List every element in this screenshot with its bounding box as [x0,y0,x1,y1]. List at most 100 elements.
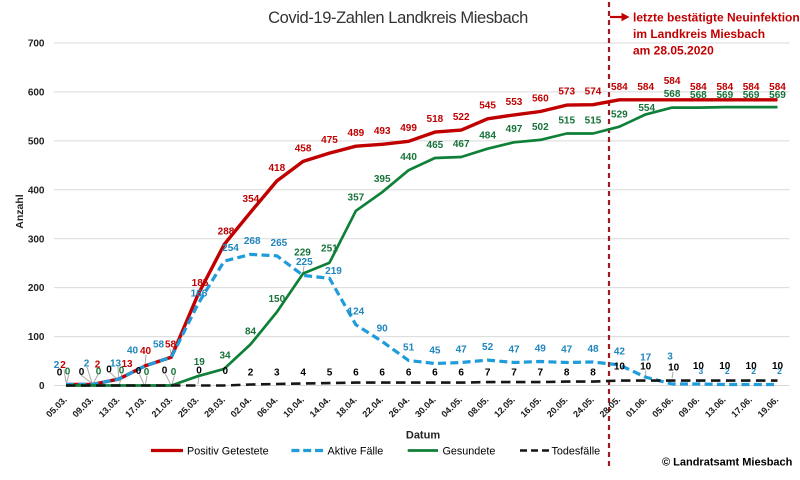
svg-text:545: 545 [479,101,496,112]
svg-text:569: 569 [743,90,760,101]
svg-text:34: 34 [219,351,231,362]
svg-text:499: 499 [400,123,417,134]
svg-text:574: 574 [585,86,602,97]
svg-text:49: 49 [535,343,547,354]
svg-text:2: 2 [84,358,90,369]
svg-text:395: 395 [374,174,391,185]
svg-text:19: 19 [194,357,206,368]
svg-text:10: 10 [772,361,784,372]
svg-text:2: 2 [95,359,101,370]
svg-text:600: 600 [28,88,45,99]
svg-text:58: 58 [153,339,165,350]
svg-text:6: 6 [432,367,438,378]
svg-text:47: 47 [561,344,573,355]
svg-text:0: 0 [96,366,102,377]
svg-text:584: 584 [716,82,733,93]
svg-text:529: 529 [611,109,628,120]
svg-text:568: 568 [690,90,707,101]
svg-text:8: 8 [590,367,596,378]
svg-text:300: 300 [28,234,45,245]
svg-text:700: 700 [28,39,45,50]
svg-text:100: 100 [28,332,45,343]
svg-text:7: 7 [538,367,544,378]
svg-text:484: 484 [479,131,496,142]
svg-text:440: 440 [400,152,417,163]
svg-text:2: 2 [751,366,756,376]
svg-text:Datum: Datum [406,430,440,442]
svg-text:467: 467 [453,139,470,150]
svg-text:6: 6 [379,367,385,378]
svg-text:0: 0 [106,364,112,375]
svg-text:0: 0 [79,367,85,378]
svg-text:10: 10 [614,361,626,372]
svg-text:2: 2 [248,367,254,378]
svg-text:489: 489 [348,128,365,139]
svg-text:584: 584 [611,82,628,93]
svg-text:47: 47 [456,344,468,355]
svg-text:13: 13 [121,359,133,370]
svg-text:84: 84 [245,326,257,337]
svg-text:584: 584 [664,76,681,87]
svg-text:0: 0 [162,365,168,376]
svg-text:554: 554 [638,103,655,114]
svg-text:500: 500 [28,137,45,148]
svg-text:0: 0 [136,366,142,377]
svg-text:229: 229 [294,248,311,259]
svg-text:3: 3 [667,351,673,362]
svg-text:584: 584 [690,82,707,93]
svg-text:40: 40 [140,346,152,357]
svg-text:7: 7 [485,367,491,378]
svg-text:584: 584 [637,82,654,93]
svg-text:225: 225 [296,257,313,268]
svg-text:0: 0 [65,366,71,377]
svg-text:5: 5 [327,367,333,378]
svg-text:40: 40 [127,345,139,356]
svg-text:251: 251 [321,244,338,255]
svg-text:10: 10 [746,361,758,372]
svg-text:569: 569 [769,90,786,101]
svg-text:4: 4 [300,367,306,378]
svg-text:185: 185 [192,278,209,289]
svg-text:150: 150 [268,294,285,305]
svg-text:0: 0 [223,366,229,377]
svg-text:0: 0 [119,365,125,376]
svg-text:568: 568 [664,89,681,100]
svg-text:0: 0 [39,381,45,392]
svg-text:515: 515 [558,115,575,126]
svg-text:265: 265 [271,238,288,249]
svg-text:357: 357 [348,193,365,204]
svg-text:90: 90 [377,323,389,334]
svg-text:0: 0 [196,365,202,376]
svg-text:288: 288 [218,227,235,238]
svg-text:2: 2 [725,366,730,376]
svg-text:© Landratsamt Miesbach: © Landratsamt Miesbach [662,457,793,469]
svg-text:Gesundete: Gesundete [443,445,496,457]
svg-text:2: 2 [777,366,782,376]
svg-text:Aktive Fälle: Aktive Fälle [328,445,384,457]
svg-text:584: 584 [743,82,760,93]
svg-text:3: 3 [699,366,704,376]
svg-text:200: 200 [28,283,45,294]
svg-text:3: 3 [274,367,280,378]
svg-text:268: 268 [244,236,261,247]
svg-text:0: 0 [144,367,150,378]
svg-text:219: 219 [325,266,342,277]
svg-text:166: 166 [191,288,208,299]
svg-text:124: 124 [348,307,365,318]
svg-text:42: 42 [614,347,626,358]
svg-text:17: 17 [640,352,652,363]
svg-text:522: 522 [453,112,470,123]
svg-text:497: 497 [506,124,523,135]
svg-text:493: 493 [374,126,391,137]
svg-text:Positiv Getestete: Positiv Getestete [187,445,269,457]
svg-text:47: 47 [508,344,520,355]
svg-text:13: 13 [110,358,122,369]
svg-text:2: 2 [54,360,60,371]
svg-text:254: 254 [222,243,239,254]
svg-text:553: 553 [506,97,523,108]
svg-text:400: 400 [28,185,45,196]
svg-text:Anzahl: Anzahl [14,194,26,229]
svg-text:Todesfälle: Todesfälle [552,445,601,457]
svg-text:52: 52 [482,342,494,353]
svg-text:48: 48 [587,344,599,355]
